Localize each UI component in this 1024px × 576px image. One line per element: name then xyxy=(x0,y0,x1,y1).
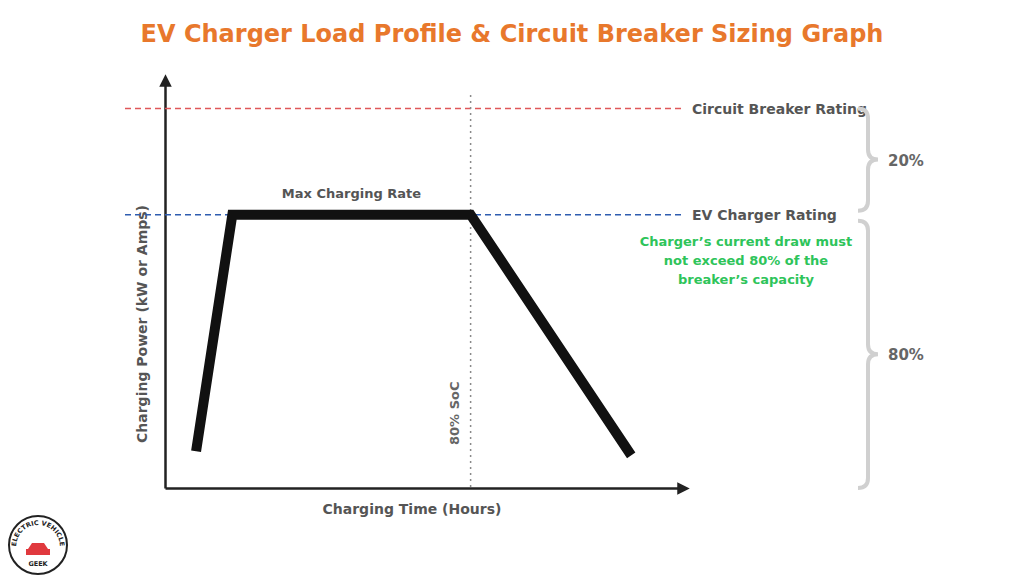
x-axis-title: Charging Time (Hours) xyxy=(323,501,502,517)
x-axis-line xyxy=(166,487,684,490)
logo-icon xyxy=(26,543,50,555)
note-line: breaker’s capacity xyxy=(678,272,815,287)
reference-line xyxy=(470,95,472,488)
logo: ELECTRIC VEHICLE GEEK xyxy=(9,516,67,574)
plot-area xyxy=(196,215,631,456)
x-axis xyxy=(166,488,684,489)
note-line: Charger’s current draw must xyxy=(640,234,853,249)
note-line: not exceed 80% of the xyxy=(664,253,829,268)
chart-svg: EV Charger Load Profile & Circuit Breake… xyxy=(0,0,1024,576)
logo-text: ELECTRIC VEHICLE xyxy=(10,519,66,547)
brace xyxy=(858,109,878,211)
logo-circle xyxy=(9,516,67,574)
title: EV Charger Load Profile & Circuit Breake… xyxy=(141,20,884,48)
y-axis xyxy=(165,81,166,489)
logo-text: GEEK xyxy=(28,560,48,568)
reference-label: Circuit Breaker Rating xyxy=(692,101,867,117)
reference-label: EV Charger Rating xyxy=(692,207,837,223)
reference-line xyxy=(125,108,681,110)
y-axis-line xyxy=(164,81,167,489)
brace-label: 80% xyxy=(888,346,924,364)
y-axis-title: Charging Power (kW or Amps) xyxy=(134,205,150,443)
annotation: Max Charging Rate xyxy=(282,186,421,201)
brace-label: 20% xyxy=(888,152,924,170)
brace xyxy=(858,221,878,488)
load-profile-line xyxy=(196,215,631,456)
reference-label: 80% SoC xyxy=(447,382,462,445)
